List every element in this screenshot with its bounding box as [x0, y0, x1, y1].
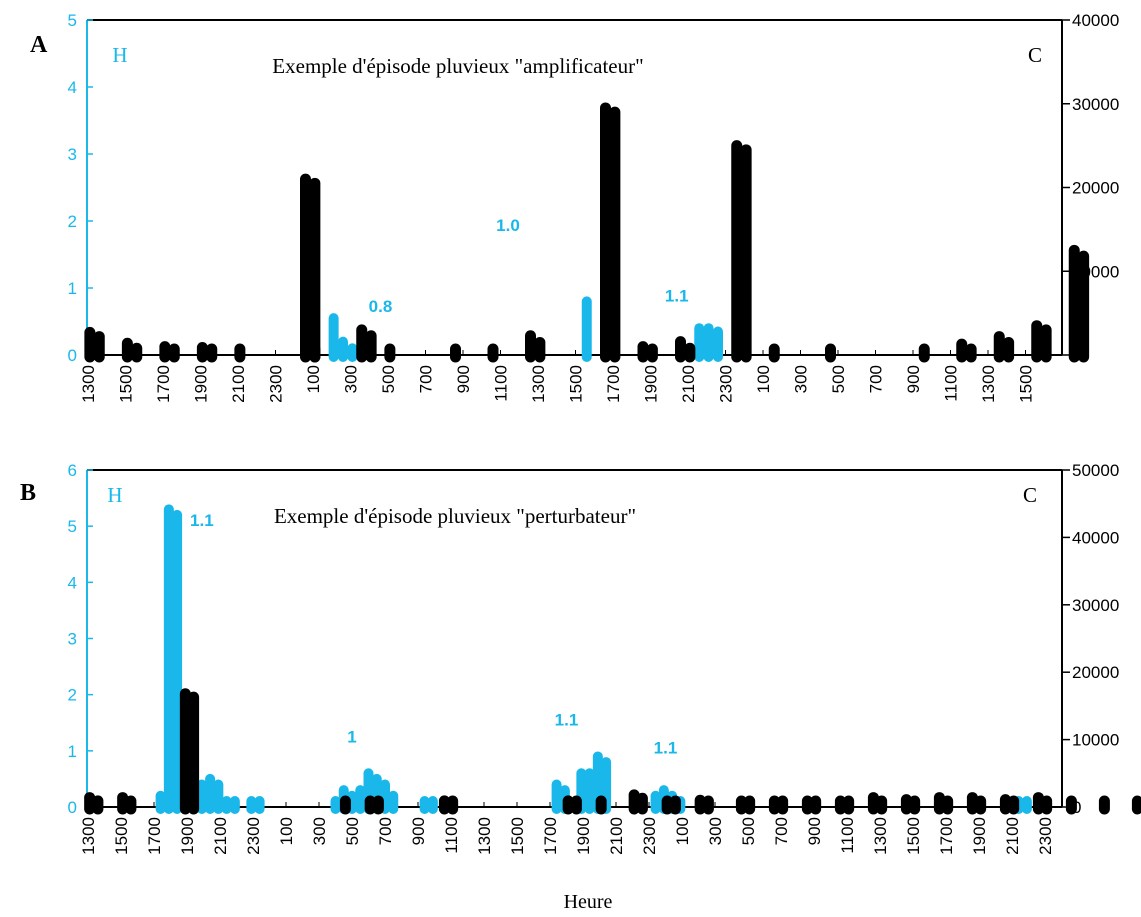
x-tick-label: 1100 — [838, 817, 857, 854]
x-tick-label: 1900 — [642, 365, 661, 403]
x-tick-label: 1300 — [979, 365, 998, 403]
x-tick-label: 1700 — [604, 365, 623, 403]
x-tick-label: 1300 — [475, 817, 494, 855]
left-tick-label: 6 — [68, 461, 77, 480]
left-tick-label: 3 — [68, 145, 77, 164]
x-tick-label: 2300 — [717, 365, 736, 403]
x-tick-label: 1900 — [178, 817, 197, 855]
x-tick-label: 2300 — [244, 817, 263, 855]
x-tick-label: 100 — [304, 365, 323, 393]
x-tick-label: 2300 — [1036, 817, 1055, 855]
x-tick-label: 1700 — [154, 365, 173, 403]
x-tick-label: 700 — [867, 365, 886, 393]
x-tick-label: 1100 — [442, 817, 461, 854]
x-tick-label: 1900 — [574, 817, 593, 855]
x-tick-label: 2100 — [229, 365, 248, 403]
x-tick-label: 1700 — [937, 817, 956, 855]
x-tick-label: 100 — [277, 817, 296, 845]
right-tick-label: 40000 — [1072, 528, 1119, 547]
x-tick-label: 300 — [342, 365, 361, 393]
x-tick-label: 700 — [772, 817, 791, 845]
chart-title: Exemple d'épisode pluvieux "amplificateu… — [272, 54, 643, 78]
right-tick-label: 20000 — [1072, 663, 1119, 682]
x-axis-label: Heure — [564, 891, 613, 913]
panel-b: 0123456010000200003000040000500001300150… — [20, 461, 1141, 855]
annotation-label: 1.1 — [555, 711, 579, 730]
left-tick-label: 2 — [68, 686, 77, 705]
x-tick-label: 100 — [754, 365, 773, 393]
x-tick-label: 2100 — [211, 817, 230, 855]
right-tick-label: 30000 — [1072, 95, 1119, 114]
panel-letter: B — [20, 480, 36, 506]
right-tick-label: 10000 — [1072, 731, 1119, 750]
left-tick-label: 4 — [68, 78, 77, 97]
left-tick-label: 0 — [68, 798, 77, 817]
annotation-label: 0.8 — [369, 297, 393, 316]
left-axis-letter: H — [112, 43, 127, 67]
x-tick-label: 2100 — [1003, 817, 1022, 855]
x-tick-label: 700 — [376, 817, 395, 845]
x-tick-label: 1700 — [145, 817, 164, 855]
x-tick-label: 700 — [417, 365, 436, 393]
left-tick-label: 3 — [68, 630, 77, 649]
x-tick-label: 100 — [673, 817, 692, 845]
x-tick-label: 1500 — [508, 817, 527, 855]
panel-letter: A — [30, 32, 48, 58]
annotation-label: 1.1 — [654, 739, 678, 758]
x-tick-label: 2300 — [267, 365, 286, 403]
x-tick-label: 1900 — [970, 817, 989, 855]
right-tick-label: 20000 — [1072, 179, 1119, 198]
panel-a: 0123450100002000030000400001300150017001… — [30, 11, 1119, 403]
x-tick-label: 1300 — [871, 817, 890, 855]
x-tick-label: 1500 — [112, 817, 131, 855]
x-tick-label: 1500 — [117, 365, 136, 403]
x-tick-label: 1500 — [1017, 365, 1036, 403]
x-tick-label: 900 — [454, 365, 473, 393]
x-tick-label: 1500 — [904, 817, 923, 855]
left-tick-label: 5 — [68, 11, 77, 30]
x-tick-label: 900 — [409, 817, 428, 845]
left-tick-label: 5 — [68, 517, 77, 536]
right-axis-letter: C — [1023, 483, 1037, 507]
annotation-label: 1.0 — [496, 216, 520, 235]
annotation-label: 1 — [347, 727, 356, 746]
x-tick-label: 1900 — [192, 365, 211, 403]
right-axis-letter: C — [1028, 43, 1042, 67]
x-tick-label: 300 — [310, 817, 329, 845]
x-tick-label: 1300 — [529, 365, 548, 403]
annotation-label: 1.1 — [190, 511, 214, 530]
left-tick-label: 1 — [68, 279, 77, 298]
x-tick-label: 1300 — [79, 365, 98, 403]
x-tick-label: 2100 — [607, 817, 626, 855]
x-tick-label: 1100 — [942, 365, 961, 402]
x-tick-label: 500 — [343, 817, 362, 845]
x-tick-label: 300 — [706, 817, 725, 845]
annotation-label: 1.1 — [665, 286, 689, 305]
x-tick-label: 2300 — [640, 817, 659, 855]
x-tick-label: 900 — [805, 817, 824, 845]
x-tick-label: 500 — [829, 365, 848, 393]
left-tick-label: 0 — [68, 346, 77, 365]
right-tick-label: 30000 — [1072, 596, 1119, 615]
x-tick-label: 900 — [904, 365, 923, 393]
x-tick-label: 2100 — [679, 365, 698, 403]
x-tick-label: 1700 — [541, 817, 560, 855]
left-tick-label: 4 — [68, 573, 77, 592]
right-tick-label: 50000 — [1072, 461, 1119, 480]
x-tick-label: 1100 — [492, 365, 511, 402]
x-tick-label: 500 — [739, 817, 758, 845]
x-tick-label: 1500 — [567, 365, 586, 403]
x-tick-label: 1300 — [79, 817, 98, 855]
x-tick-label: 300 — [792, 365, 811, 393]
left-tick-label: 2 — [68, 212, 77, 231]
right-tick-label: 40000 — [1072, 11, 1119, 30]
chart-title: Exemple d'épisode pluvieux "perturbateur… — [274, 504, 636, 528]
left-axis-letter: H — [107, 483, 122, 507]
left-tick-label: 1 — [68, 742, 77, 761]
x-tick-label: 500 — [379, 365, 398, 393]
